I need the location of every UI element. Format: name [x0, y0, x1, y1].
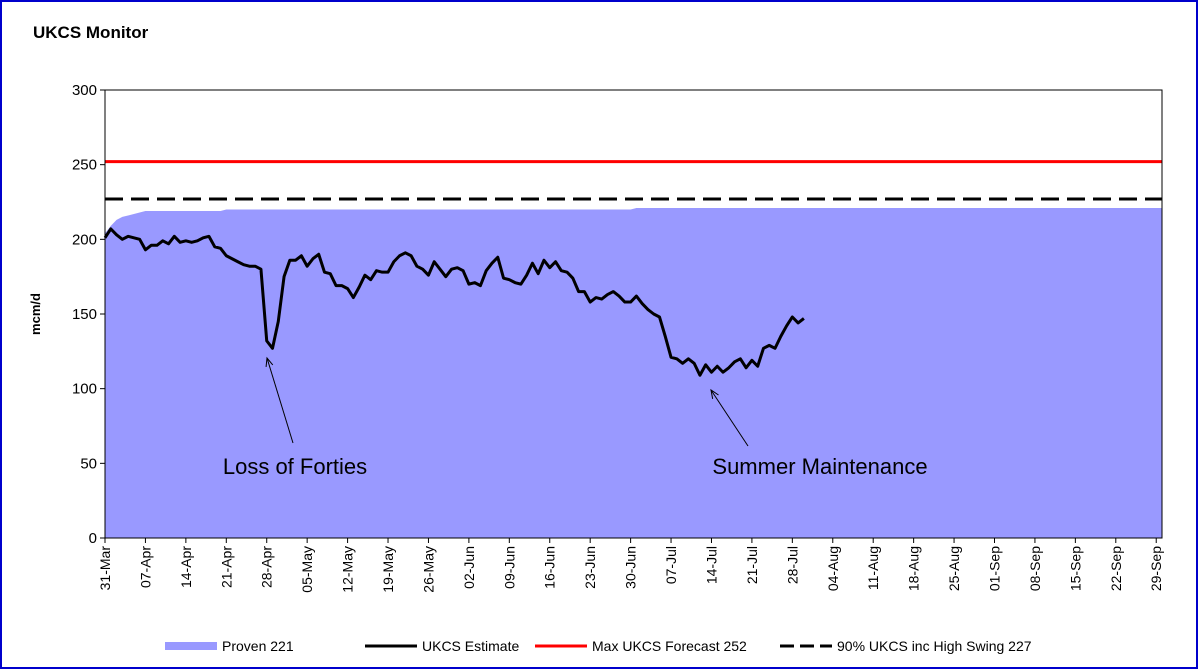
x-tick-label: 19-May	[380, 546, 396, 593]
x-tick-label: 08-Sep	[1027, 546, 1043, 591]
x-tick-label: 31-Mar	[97, 546, 113, 591]
y-tick-label: 100	[72, 381, 97, 398]
legend-label: Max UKCS Forecast 252	[592, 638, 747, 654]
y-tick-label: 300	[72, 82, 97, 99]
x-tick-label: 30-Jun	[623, 546, 639, 589]
x-tick-label: 18-Aug	[906, 546, 922, 591]
legend-label: 90% UKCS inc High Swing 227	[837, 638, 1032, 654]
x-tick-label: 02-Jun	[461, 546, 477, 589]
x-tick-label: 21-Jul	[744, 546, 760, 584]
y-tick-label: 150	[72, 306, 97, 323]
x-tick-label: 07-Jul	[663, 546, 679, 584]
x-tick-label: 14-Apr	[178, 546, 194, 588]
legend-swatch	[165, 642, 217, 650]
x-tick-label: 26-May	[420, 546, 436, 593]
x-tick-label: 15-Sep	[1067, 546, 1083, 591]
area	[105, 207, 1162, 538]
line	[103, 227, 805, 377]
x-tick-label: 28-Jul	[784, 546, 800, 584]
x-tick-label: 05-May	[299, 546, 315, 593]
x-tick-label: 11-Aug	[865, 546, 881, 590]
x-tick-label: 04-Aug	[825, 546, 841, 591]
x-tick-label: 12-May	[340, 546, 356, 593]
x-tick-label: 14-Jul	[703, 546, 719, 584]
x-tick-label: 22-Sep	[1108, 546, 1124, 591]
legend-label: UKCS Estimate	[422, 638, 519, 654]
annotation: Loss of Forties	[223, 454, 367, 479]
arrow-head	[265, 356, 274, 368]
x-tick-label: 07-Apr	[137, 546, 153, 588]
x-tick-label: 28-Apr	[259, 546, 275, 588]
arrow-head	[710, 388, 719, 399]
annotation-arrow	[266, 357, 294, 444]
x-tick-label: 21-Apr	[218, 546, 234, 588]
y-axis-label: mcm/d	[28, 293, 43, 335]
y-tick-label: 250	[72, 157, 97, 174]
legend-label: Proven 221	[222, 638, 294, 654]
y-tick-label: 0	[89, 530, 97, 547]
y-tick-label: 200	[72, 231, 97, 248]
y-tick-label: 50	[80, 455, 97, 472]
x-tick-label: 29-Sep	[1148, 546, 1164, 591]
x-tick-label: 25-Aug	[946, 546, 962, 591]
x-tick-label: 16-Jun	[542, 546, 558, 589]
x-tick-label: 23-Jun	[582, 546, 598, 589]
annotation-arrow	[710, 389, 749, 447]
chart-title: UKCS Monitor	[33, 23, 149, 42]
annotation: Summer Maintenance	[712, 454, 927, 479]
x-tick-label: 01-Sep	[986, 546, 1002, 591]
x-tick-label: 09-Jun	[501, 546, 517, 589]
